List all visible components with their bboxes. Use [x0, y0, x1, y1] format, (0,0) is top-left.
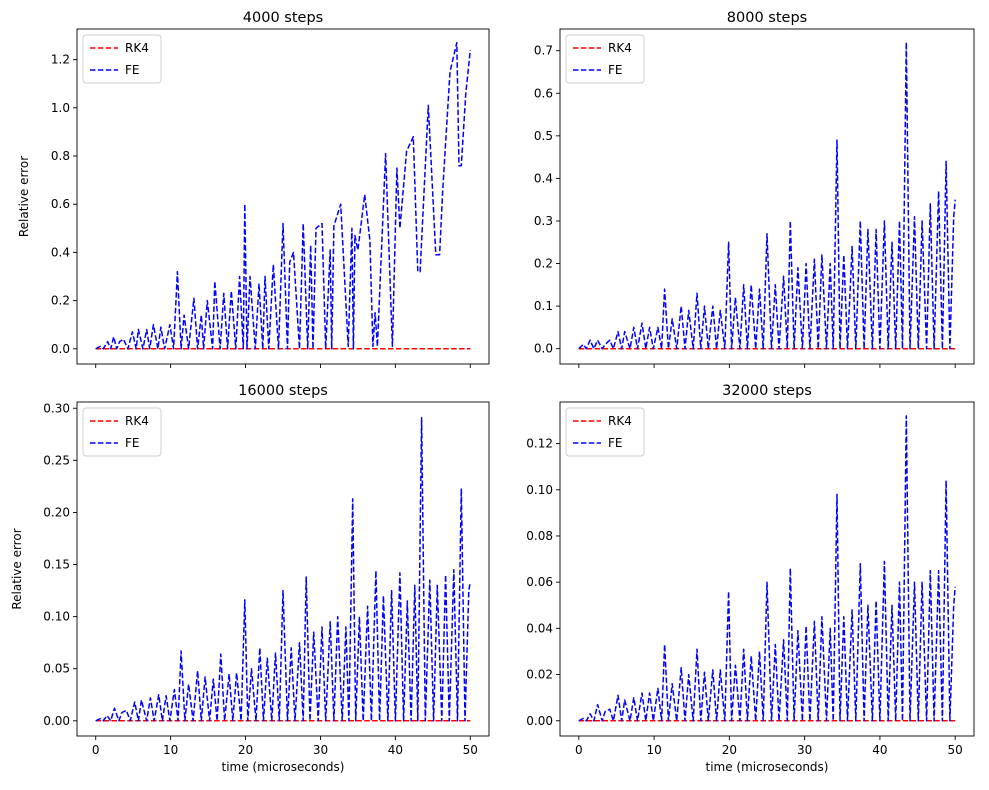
x-tick-label: 10 [163, 743, 178, 757]
legend-label: RK4 [125, 41, 149, 55]
y-tick-label: 0.4 [51, 245, 70, 259]
y-tick-label: 0.30 [43, 401, 70, 415]
y-tick-label: 0.15 [43, 558, 70, 572]
subplot-1: 4000 steps 0.0 0.2 0.4 0.6 0.8 1.0 1.2 Relative … [17, 10, 490, 368]
legend: RK4 FE [82, 407, 162, 457]
x-tick-label: 50 [948, 743, 963, 757]
series-line-fe [578, 415, 956, 722]
y-tick-label: 0.06 [526, 575, 553, 589]
x-axis-label: time (microseconds) [222, 760, 345, 774]
legend-label: RK4 [608, 414, 632, 428]
axes-frame [559, 28, 975, 365]
legend-label: FE [608, 436, 622, 450]
y-tick-label: 0.0 [51, 342, 70, 356]
legend-label: RK4 [608, 41, 632, 55]
x-tick-label: 20 [238, 743, 253, 757]
x-tick-label: 30 [797, 743, 812, 757]
x-axis-label: time (microseconds) [706, 760, 829, 774]
y-tick-label: 0.10 [526, 483, 553, 497]
plot-area [95, 41, 472, 350]
legend-label: FE [608, 63, 622, 77]
y-tick-label: 0.10 [43, 610, 70, 624]
y-tick-label: 0.2 [534, 257, 553, 271]
x-tick-label: 20 [722, 743, 737, 757]
y-tick-label: 0.25 [43, 453, 70, 467]
subplot-2: 8000 steps 0.0 0.1 0.2 0.3 0.4 0.5 0.6 0.7 RK4 FE [534, 10, 975, 368]
x-tick-label: 0 [575, 743, 583, 757]
legend-box [565, 34, 645, 84]
legend-box [565, 407, 645, 457]
y-axis-label: Relative error [10, 528, 24, 609]
subplot-title: 32000 steps [722, 383, 812, 399]
y-axis-label: Relative error [17, 156, 31, 237]
legend-box [82, 407, 162, 457]
legend: RK4 FE [82, 34, 162, 84]
y-tick-label: 0.3 [534, 214, 553, 228]
x-tick-label: 40 [388, 743, 403, 757]
legend: RK4 FE [565, 407, 645, 457]
y-tick-label: 0.1 [534, 299, 553, 313]
legend-label: FE [125, 436, 139, 450]
y-tick-label: 0.2 [51, 294, 70, 308]
subplot-3: 16000 steps 0 10 20 30 40 50 0.00 0.05 0.10 0.15 0.… [10, 383, 490, 774]
y-tick-label: 0.04 [526, 621, 553, 635]
series-line-fe [578, 41, 956, 350]
y-tick-label: 0.12 [526, 437, 553, 451]
y-tick-label: 1.0 [51, 101, 70, 115]
subplot-4: 32000 steps 0 10 20 30 40 50 0.00 0.02 0.04 0.06 0.… [526, 383, 975, 774]
x-tick-label: 0 [92, 743, 100, 757]
y-tick-label: 0.4 [534, 171, 553, 185]
y-tick-label: 0.08 [526, 529, 553, 543]
plot-area [95, 416, 472, 722]
y-tick-label: 1.2 [51, 53, 70, 67]
legend-box [82, 34, 162, 84]
y-tick-label: 0.7 [534, 44, 553, 58]
y-tick-label: 0.05 [43, 662, 70, 676]
axes-frame [76, 28, 490, 365]
x-tick-label: 40 [872, 743, 887, 757]
y-tick-label: 0.20 [43, 505, 70, 519]
legend-label: FE [125, 63, 139, 77]
series-line-fe [95, 416, 472, 722]
y-tick-label: 0.8 [51, 149, 70, 163]
subplot-title: 8000 steps [727, 10, 807, 26]
series-line-fe [95, 41, 472, 350]
y-tick-label: 0.6 [534, 86, 553, 100]
subplot-title: 16000 steps [238, 383, 328, 399]
axes-frame [76, 401, 490, 737]
y-tick-label: 0.00 [43, 714, 70, 728]
x-tick-label: 30 [313, 743, 328, 757]
x-tick-label: 10 [646, 743, 661, 757]
y-tick-label: 0.5 [534, 129, 553, 143]
plot-area [578, 415, 956, 722]
y-tick-label: 0.6 [51, 197, 70, 211]
subplot-title: 4000 steps [243, 10, 323, 26]
x-tick-label: 50 [463, 743, 478, 757]
legend: RK4 FE [565, 34, 645, 84]
plot-area [578, 41, 956, 350]
y-tick-label: 0.02 [526, 668, 553, 682]
axes-frame [559, 401, 975, 737]
y-tick-label: 0.0 [534, 342, 553, 356]
legend-label: RK4 [125, 414, 149, 428]
y-tick-label: 0.00 [526, 714, 553, 728]
